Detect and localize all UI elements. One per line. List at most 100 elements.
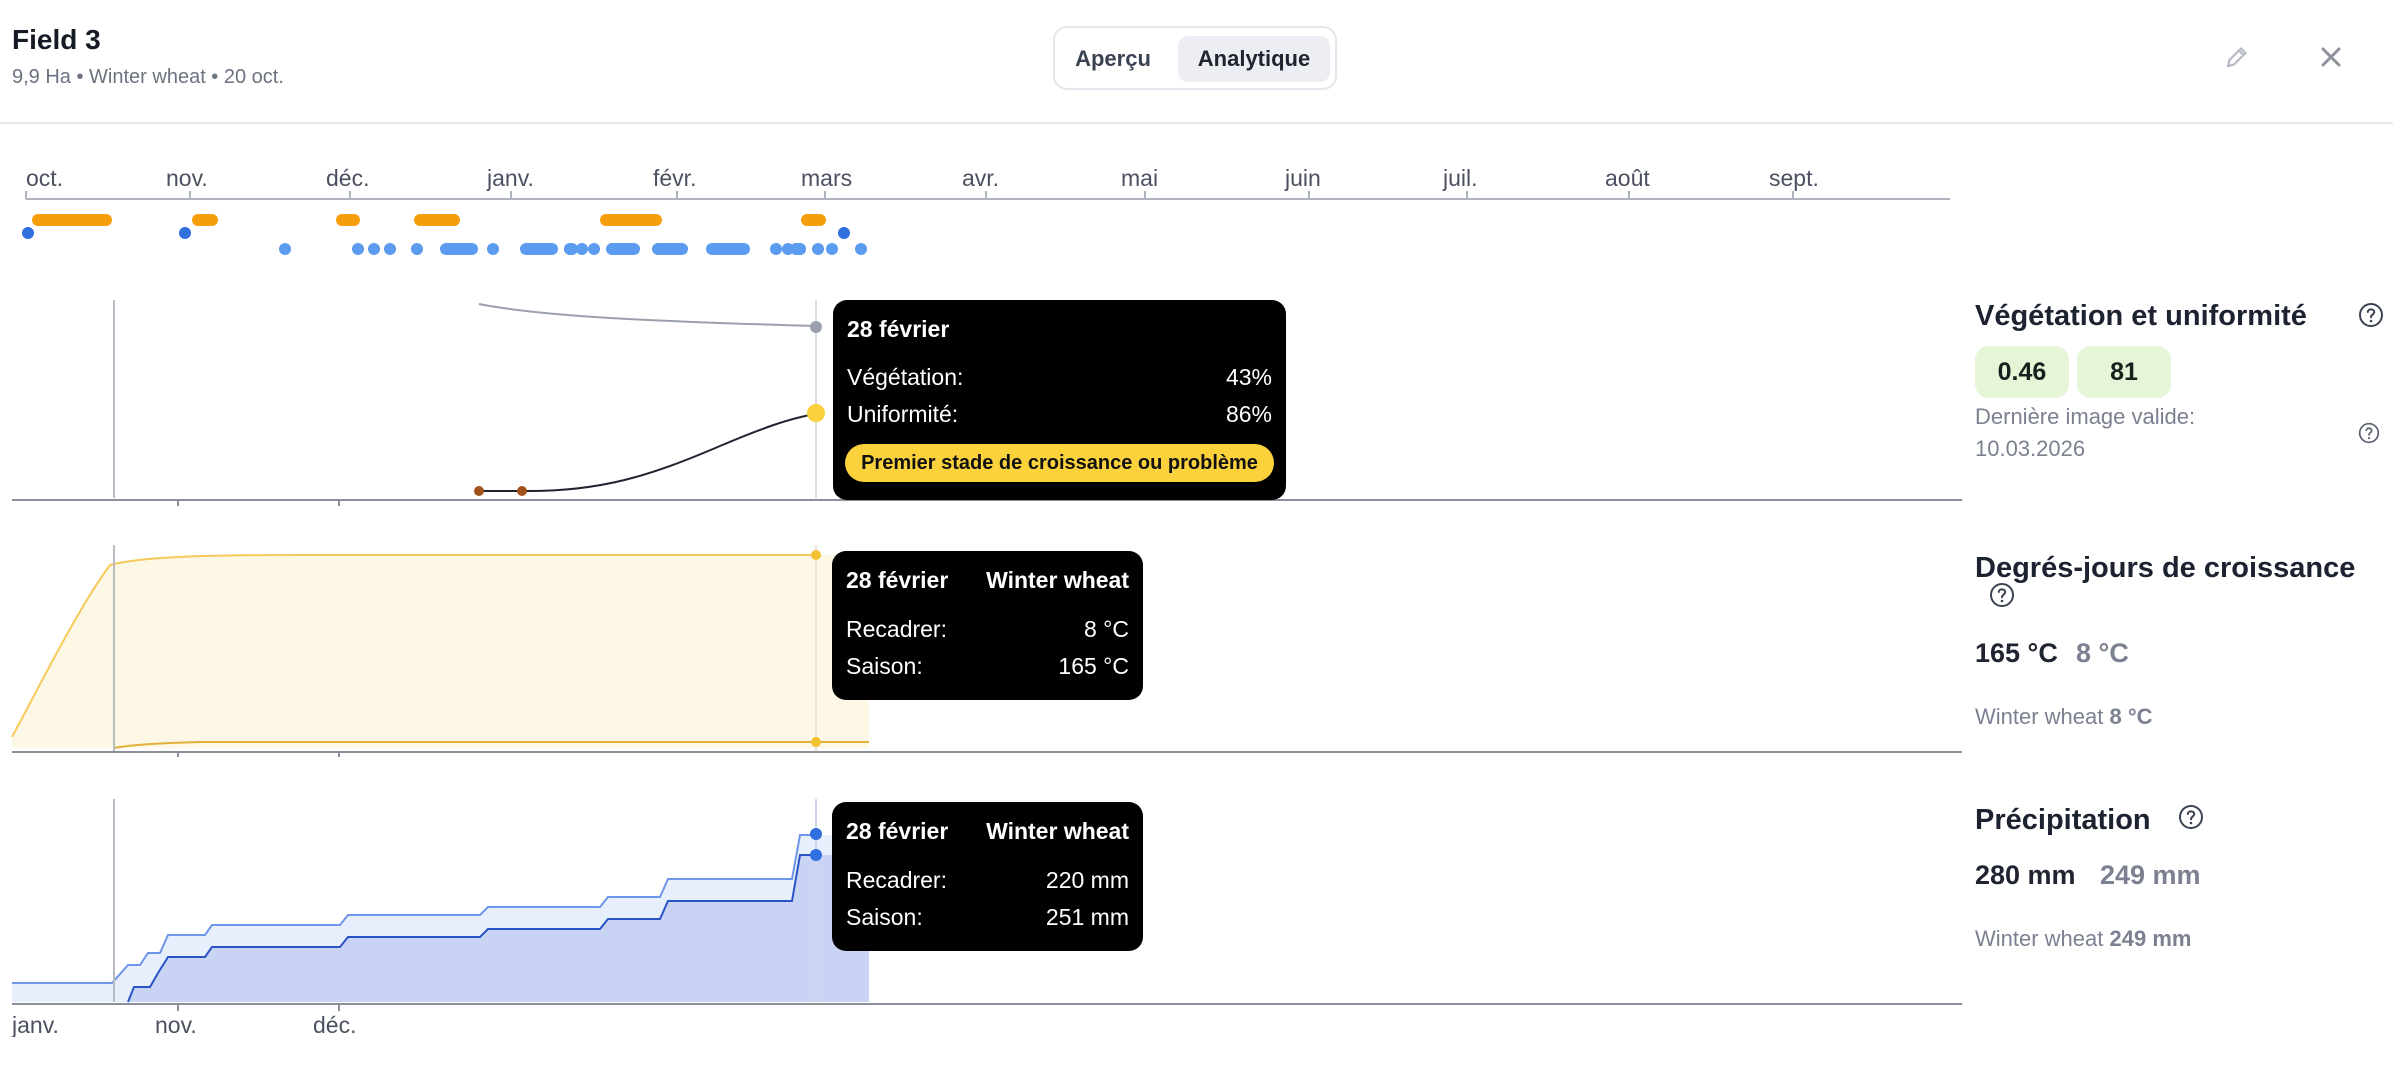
vegetation-chart xyxy=(12,300,1962,506)
timeline-event-bar[interactable] xyxy=(600,214,662,226)
tab-analytique[interactable]: Analytique xyxy=(1178,36,1330,82)
tooltip-label: Saison: xyxy=(846,653,923,679)
vegetation-panel: Végétation et uniformité 0.46 81 Dernièr… xyxy=(1975,296,2383,476)
tooltip-crop: Winter wheat xyxy=(986,818,1129,844)
tooltip-row-saison: Saison: 251 mm xyxy=(846,904,1129,934)
month-label: mai xyxy=(1121,165,1158,191)
tooltip-label: Recadrer: xyxy=(846,616,947,642)
timeline-event-bar[interactable] xyxy=(336,214,360,226)
month-label: août xyxy=(1605,165,1650,191)
growth-stage-badge: Premier stade de croissance ou problème xyxy=(845,444,1274,482)
precip-crop-value: 249 mm xyxy=(2100,860,2201,890)
gdd-panel-title: Degrés-jours de croissance xyxy=(1975,552,2356,584)
timeline-event-dot[interactable] xyxy=(576,243,588,255)
timeline-event-dot[interactable] xyxy=(564,243,576,255)
crop-name: Winter wheat xyxy=(1975,926,2104,951)
view-toggle: Aperçu Analytique xyxy=(1053,26,1337,90)
tab-apercu[interactable]: Aperçu xyxy=(1075,46,1151,71)
precip-season-point xyxy=(810,828,822,840)
tooltip-label: Végétation: xyxy=(847,364,964,390)
tooltip-row-saison: Saison: 165 °C xyxy=(846,653,1129,683)
timeline-event-bar[interactable] xyxy=(440,243,478,255)
timeline-event-dot[interactable] xyxy=(588,243,600,255)
timeline-event-dot[interactable] xyxy=(352,243,364,255)
timeline-event-bar[interactable] xyxy=(32,214,112,226)
timeline-event-dot[interactable] xyxy=(610,243,622,255)
tooltip-value: 43% xyxy=(1225,364,1272,390)
help-icon[interactable] xyxy=(1989,582,2015,608)
gdd-season-value: 165 °C xyxy=(1975,638,2058,668)
month-label: déc. xyxy=(326,165,369,191)
timeline-event-dot[interactable] xyxy=(782,243,794,255)
help-icon[interactable] xyxy=(2358,422,2380,444)
tooltip-value: 251 mm xyxy=(1045,904,1129,930)
precip-crop-point xyxy=(810,849,822,861)
timeline-event-bar[interactable] xyxy=(414,214,460,226)
tooltip-value: 8 °C xyxy=(1084,616,1129,642)
precip-crop-area xyxy=(128,855,869,1002)
month-label: mars xyxy=(801,165,852,191)
tooltip-value: 86% xyxy=(1225,401,1272,427)
vegetation-panel-title: Végétation et uniformité xyxy=(1975,300,2307,332)
tooltip-date: 28 février xyxy=(847,316,950,342)
tooltip-label: Recadrer: xyxy=(846,867,947,893)
tooltip-label: Uniformité: xyxy=(847,401,959,427)
timeline-event-dot[interactable] xyxy=(855,243,867,255)
close-icon[interactable] xyxy=(2316,42,2346,72)
month-label: janv. xyxy=(486,165,534,191)
precip-crop-line xyxy=(127,854,816,1003)
gdd-crop-note: Winter wheat 8 °C xyxy=(1975,704,2153,730)
timeline-event-dot[interactable] xyxy=(826,243,838,255)
precipitation-panel: Précipitation 280 mm 249 mm Winter wheat… xyxy=(1975,800,2375,960)
timeline-event-dot[interactable] xyxy=(794,243,806,255)
month-label: avr. xyxy=(962,165,999,191)
crop-gdd-value: 8 °C xyxy=(2109,704,2153,729)
precipitation-tooltip: 28 février Winter wheat Recadrer: 220 mm… xyxy=(832,802,1143,951)
timeline-event-bar[interactable] xyxy=(192,214,218,226)
gdd-crop-line xyxy=(113,741,869,749)
timeline-event-dot[interactable] xyxy=(384,243,396,255)
timeline-event-dot[interactable] xyxy=(179,227,191,239)
crop-precip-value: 249 mm xyxy=(2109,926,2192,951)
crop-name: Winter wheat xyxy=(1975,704,2104,729)
tooltip-row-uniformity: Uniformité: 86% xyxy=(847,401,1272,431)
month-label: sept. xyxy=(1769,165,1819,191)
timeline-event-dot[interactable] xyxy=(812,243,824,255)
uniformity-line xyxy=(478,303,817,327)
uniformity-point xyxy=(810,321,822,333)
pencil-icon[interactable] xyxy=(2222,42,2252,72)
vegetation-current-point xyxy=(807,404,825,422)
month-label: oct. xyxy=(26,165,63,191)
timeline-event-bar[interactable] xyxy=(706,243,750,255)
timeline-event-dot[interactable] xyxy=(770,243,782,255)
field-subtitle: 9,9 Ha • Winter wheat • 20 oct. xyxy=(12,66,284,88)
help-icon[interactable] xyxy=(2178,804,2204,830)
tooltip-row-recadrer: Recadrer: 220 mm xyxy=(846,867,1129,897)
uniformity-index-pill: 81 xyxy=(2077,346,2171,398)
vegetation-line xyxy=(479,413,817,493)
gdd-tooltip: 28 février Winter wheat Recadrer: 8 °C S… xyxy=(832,551,1143,700)
header: Field 3 9,9 Ha • Winter wheat • 20 oct. … xyxy=(0,0,2393,124)
timeline-event-dot[interactable] xyxy=(487,243,499,255)
timeline-event-dot[interactable] xyxy=(368,243,380,255)
timeline-event-dot[interactable] xyxy=(279,243,291,255)
gdd-panel: Degrés-jours de croissance 165 °C 8 °C W… xyxy=(1975,548,2375,738)
timeline-event-dot[interactable] xyxy=(838,227,850,239)
tooltip-date: 28 février xyxy=(846,567,949,593)
timeline-event-bar[interactable] xyxy=(520,243,558,255)
timeline-event-dot[interactable] xyxy=(22,227,34,239)
vegetation-point-2 xyxy=(517,486,527,496)
month-label: nov. xyxy=(166,165,208,191)
x-label-janv: janv. xyxy=(11,1012,59,1037)
precip-season-value: 280 mm xyxy=(1975,860,2076,890)
month-label: févr. xyxy=(653,165,696,191)
month-label: juin xyxy=(1284,165,1321,191)
help-icon[interactable] xyxy=(2358,302,2384,328)
tooltip-label: Saison: xyxy=(846,904,923,930)
timeline-event-bar[interactable] xyxy=(801,214,826,226)
month-label: juil. xyxy=(1442,165,1478,191)
timeline-event-dot[interactable] xyxy=(411,243,423,255)
gdd-chart xyxy=(11,545,1962,757)
gdd-area xyxy=(12,555,869,748)
timeline-event-bar[interactable] xyxy=(652,243,688,255)
